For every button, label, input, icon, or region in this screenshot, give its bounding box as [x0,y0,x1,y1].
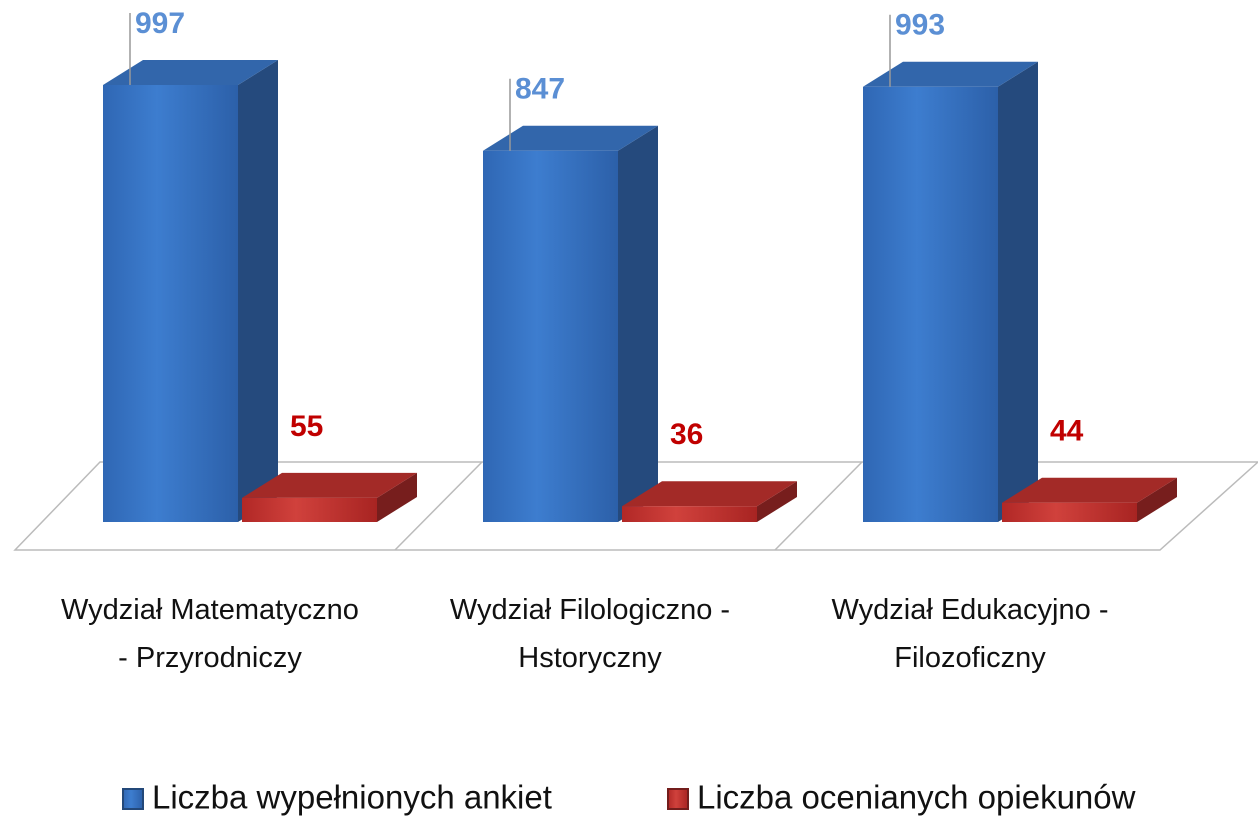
bar-side [757,481,797,522]
x-tick-label: Wydział Edukacyjno - Filozoficzny [831,594,1109,674]
data-label: 44 [1050,415,1084,448]
data-label: 847 [515,73,565,106]
data-label: 993 [895,9,945,42]
bar [622,506,757,522]
legend-label: Liczba wypełnionych ankiet [152,779,552,816]
bar-top [103,60,278,85]
bar [483,150,618,522]
bar-side [1137,477,1177,522]
bar-side [377,472,417,522]
bar [863,86,998,522]
bar-top [863,61,1038,87]
legend-swatch [122,788,144,810]
legend-label: Liczba ocenianych opiekunów [697,779,1136,816]
x-tick-label: Wydział Filologiczno - Hstoryczny [449,594,731,674]
bar-side [238,60,278,522]
bar-top [483,125,658,151]
bar [242,497,377,522]
x-tick-label: Wydział Matematyczno - Przyrodniczy [61,594,359,674]
data-label: 36 [670,418,703,451]
bar-top [622,481,797,507]
bar [103,85,238,522]
bar-side [998,61,1038,522]
data-label: 997 [135,7,185,40]
bar-side [618,125,658,522]
bar-top [1002,477,1177,503]
data-label: 55 [290,410,323,443]
bar [1002,502,1137,522]
legend-swatch [667,788,689,810]
bars [103,60,1177,522]
bar-top [242,472,417,498]
